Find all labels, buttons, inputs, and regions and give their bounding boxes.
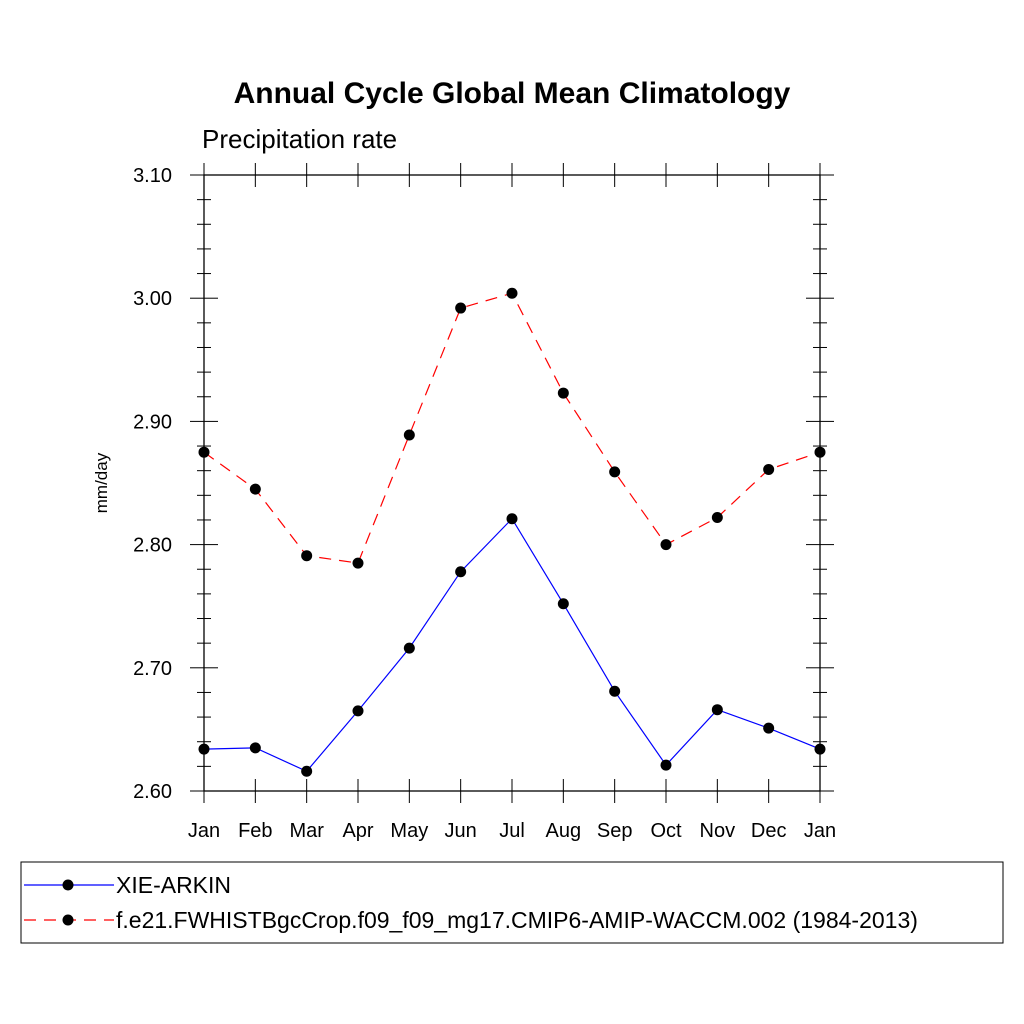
chart-title: Annual Cycle Global Mean Climatology [234,77,791,110]
data-point-series-0 [763,722,775,734]
data-point-series-1 [506,287,518,299]
x-tick-label: Mar [289,820,324,842]
data-point-series-0 [609,685,621,697]
legend-marker-model [62,914,74,926]
x-tick-label: Jun [445,820,477,842]
data-point-series-0 [403,642,415,654]
x-tick-label: Jul [499,820,525,842]
data-point-series-1 [557,387,569,399]
y-tick-labels: 2.60 2.70 2.80 2.90 3.00 3.10 [133,165,172,803]
data-point-series-1 [711,511,723,523]
data-point-series-1 [455,302,467,314]
data-point-series-0 [711,704,723,716]
chart-subtitle: Precipitation rate [202,124,397,154]
x-tick-label: Jan [804,820,836,842]
x-tick-label: Apr [342,820,373,842]
series-layer [198,287,826,777]
data-point-series-1 [352,557,364,569]
legend-label-model: f.e21.FWHISTBgcCrop.f09_f09_mg17.CMIP6-A… [116,907,918,933]
legend-box [20,861,1004,944]
plot-frame [203,174,821,792]
x-tick-label: Nov [700,820,736,842]
legend: XIE-ARKIN f.e21.FWHISTBgcCrop.f09_f09_mg… [20,861,1004,944]
data-point-series-0 [249,742,261,754]
y-tick-label: 2.90 [133,411,172,433]
data-point-series-1 [763,463,775,475]
data-point-series-1 [301,550,313,562]
series-line-0 [203,517,821,773]
x-tick-label: Aug [546,820,582,842]
data-point-series-0 [660,759,672,771]
y-tick-label: 2.80 [133,535,172,557]
x-tick-label: Oct [650,820,682,842]
y-tick-label: 3.00 [133,288,172,310]
x-tick-label: May [390,820,428,842]
x-tick-label: Feb [238,820,272,842]
data-point-series-1 [660,539,672,551]
legend-label-xie-arkin: XIE-ARKIN [116,872,231,898]
data-point-series-1 [403,429,415,441]
data-point-series-0 [557,598,569,610]
axis-ticks [190,163,834,803]
data-point-series-0 [352,705,364,717]
x-tick-label: Sep [597,820,633,842]
data-point-series-0 [301,765,313,777]
y-tick-label: 3.10 [133,165,172,187]
data-point-series-1 [609,466,621,478]
data-point-series-1 [249,483,261,495]
x-tick-labels: Jan Feb Mar Apr May Jun Jul Aug Sep Oct Nov Dec Jan [188,820,836,842]
y-tick-label: 2.70 [133,658,172,680]
data-point-series-0 [506,513,518,525]
x-tick-label: Dec [751,820,787,842]
y-axis-label: mm/day [92,452,111,513]
legend-marker-xie-arkin [62,879,74,891]
data-point-series-0 [455,566,467,578]
y-tick-label: 2.60 [133,781,172,803]
x-tick-label: Jan [188,820,220,842]
